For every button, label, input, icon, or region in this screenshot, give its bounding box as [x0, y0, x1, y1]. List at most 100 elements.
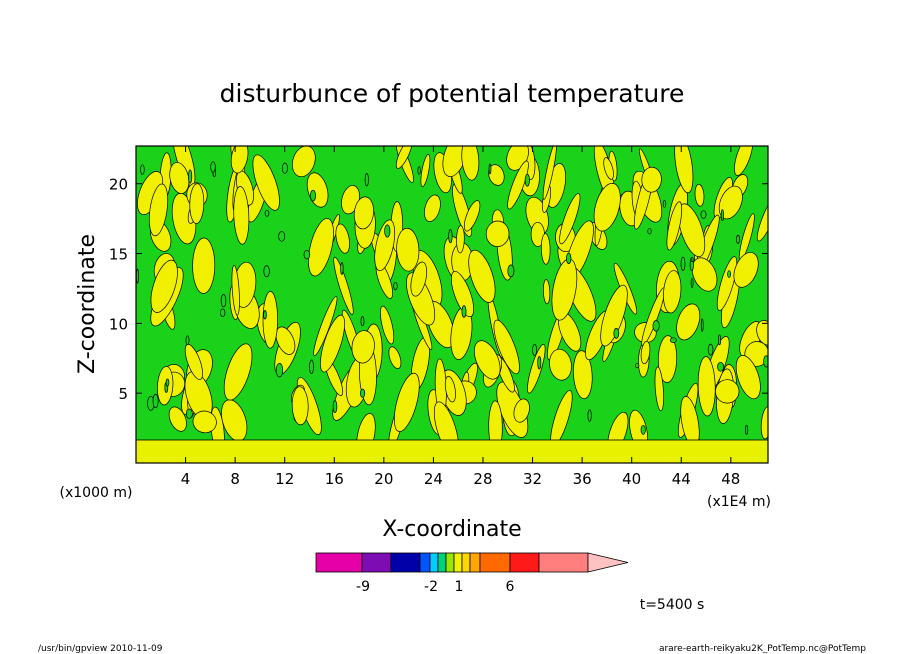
positive-patch — [468, 249, 496, 303]
x-tick-label: 40 — [622, 470, 641, 488]
positive-patch — [420, 154, 431, 187]
negative-patch — [707, 343, 714, 356]
positive-patch — [716, 256, 738, 311]
colorbar-swatch — [390, 552, 421, 573]
positive-patch — [473, 340, 501, 380]
footer-right: arare-earth-reikyaku2K_PotTemp.nc@PotTem… — [659, 644, 866, 654]
positive-patch — [549, 348, 572, 381]
positive-patch — [231, 265, 240, 316]
negative-patch — [727, 270, 731, 278]
positive-patch — [734, 146, 754, 176]
y-axis: 5 10 15 20 — [109, 176, 768, 403]
positive-patch — [676, 303, 701, 341]
positive-patch — [654, 366, 664, 412]
positive-patch — [691, 257, 718, 292]
positive-patch — [424, 194, 441, 222]
x-axis: 4 8 12 16 20 24 28 32 36 40 44 48 — [181, 146, 740, 488]
y-tick-label: 15 — [109, 246, 128, 264]
positive-patch — [513, 398, 530, 423]
positive-patch — [275, 326, 296, 355]
positive-patch — [351, 330, 375, 364]
negative-patch — [717, 334, 722, 346]
positive-patch — [189, 183, 205, 224]
positive-patch — [233, 186, 250, 245]
positive-patch — [663, 270, 682, 314]
footer-left: /usr/bin/gpview 2010-11-09 — [38, 644, 163, 654]
time-label: t=5400 s — [640, 597, 705, 613]
positive-patch — [485, 220, 510, 247]
negative-patch — [700, 210, 707, 219]
positive-patch — [192, 410, 217, 434]
negative-patch — [220, 294, 227, 308]
negative-patch — [263, 310, 267, 320]
positive-patch — [380, 305, 395, 345]
negative-patch — [140, 164, 145, 175]
x-tick-label: 12 — [275, 470, 294, 488]
negative-patch — [640, 424, 646, 435]
positive-patch — [262, 291, 278, 349]
positive-patch — [395, 146, 413, 169]
negative-patch — [340, 262, 344, 275]
negative-patch — [652, 320, 660, 332]
positive-patch — [756, 192, 768, 242]
positive-patch — [718, 185, 743, 220]
negative-patch — [613, 328, 620, 339]
negative-patch — [566, 252, 572, 264]
positive-patch — [223, 343, 253, 401]
positive-patch — [291, 386, 309, 426]
colorbar-swatch — [437, 552, 447, 573]
negative-patch — [210, 161, 216, 173]
positive-patch — [388, 346, 402, 369]
negative-patch — [532, 343, 538, 356]
negative-patch — [763, 355, 768, 368]
negative-patch — [507, 264, 515, 278]
y-tick-label: 20 — [109, 176, 128, 194]
negative-patch — [393, 281, 398, 291]
positive-patch — [456, 225, 465, 254]
negative-patch — [364, 173, 369, 187]
x-tick-label: 44 — [672, 470, 691, 488]
colorbar-label: -9 — [356, 579, 370, 595]
positive-patch — [733, 252, 759, 288]
negative-patch — [384, 224, 391, 238]
negative-patch — [417, 166, 421, 175]
positive-patch — [806, 158, 819, 212]
colorbar-swatch — [461, 552, 471, 573]
positive-patch — [308, 218, 334, 277]
negative-patch — [635, 362, 640, 369]
negative-patch — [185, 408, 193, 419]
colorbar-label: -2 — [424, 579, 438, 595]
colorbar-label: 6 — [506, 579, 515, 595]
positive-patch — [540, 233, 551, 265]
negative-patch — [680, 256, 686, 271]
y-tick-label: 10 — [109, 315, 128, 333]
x-tick-label: 32 — [523, 470, 542, 488]
negative-patch — [669, 337, 677, 343]
colorbar-labels: -9 -2 1 6 — [356, 579, 515, 595]
x-tick-label: 24 — [424, 470, 443, 488]
negative-patch — [152, 393, 159, 409]
plot-frame — [135, 145, 769, 464]
negative-patch — [185, 335, 190, 346]
positive-patch — [192, 237, 216, 294]
positive-patch — [666, 201, 683, 251]
negative-patch — [310, 189, 316, 202]
y-tick-label: 5 — [118, 385, 128, 403]
bottom-band — [135, 439, 769, 464]
positive-patch — [559, 193, 581, 245]
positive-patch — [640, 340, 651, 365]
positive-patch — [641, 166, 662, 193]
negative-patch — [220, 308, 226, 317]
colorbar-swatch — [419, 552, 431, 573]
x-tick-label: 8 — [230, 470, 240, 488]
colorbar-label: 1 — [455, 579, 464, 595]
negative-patch — [332, 400, 338, 413]
positive-patch — [320, 314, 345, 373]
x-tick-label: 16 — [325, 470, 344, 488]
negative-patch — [700, 318, 704, 332]
positive-patch — [573, 350, 593, 400]
positive-patch — [333, 256, 354, 315]
negative-patch — [188, 169, 193, 184]
positive-patch — [543, 279, 551, 305]
